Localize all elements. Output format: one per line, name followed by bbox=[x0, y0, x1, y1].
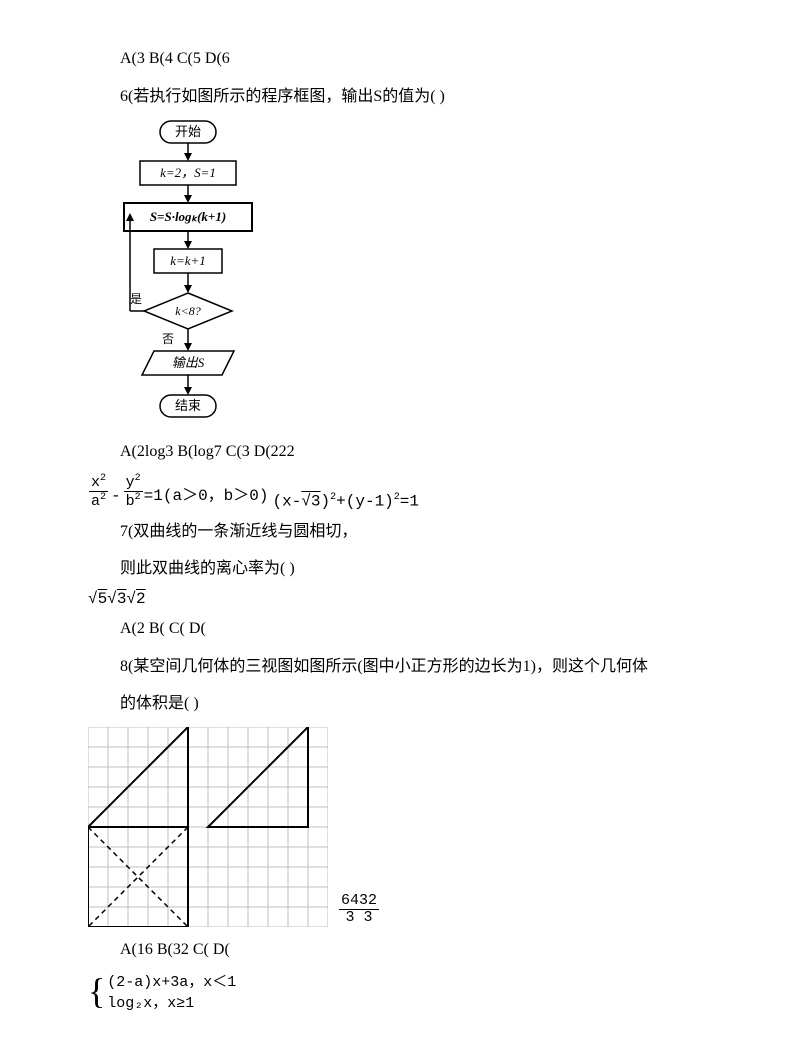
flow-start: 开始 bbox=[175, 124, 201, 139]
flow-no: 否 bbox=[162, 332, 174, 346]
q7-line-a: 7(双曲线的一条渐近线与圆相切， bbox=[0, 513, 800, 551]
q8-options: A(16 B(32 C( D( bbox=[0, 931, 800, 969]
q5-options: A(3 B(4 C(5 D(6 bbox=[0, 40, 800, 78]
three-view-figure: 6432 3 3 bbox=[0, 723, 800, 931]
q8-line-a: 8(某空间几何体的三视图如图所示(图中小正方形的边长为1)，则这个几何体 bbox=[0, 648, 800, 686]
flow-step2: k=k+1 bbox=[170, 253, 206, 268]
flowchart: 开始 k=2，S=1 S=S·logₖ(k+1) k=k+1 k<8? bbox=[0, 115, 800, 433]
flow-end: 结束 bbox=[175, 398, 201, 413]
flow-cond: k<8? bbox=[175, 304, 200, 318]
q7-sqrt-row: √5√3√2 bbox=[0, 588, 800, 610]
q6-text: 6(若执行如图所示的程序框图，输出S的值为( ) bbox=[0, 78, 800, 116]
q8-line-b: 的体积是( ) bbox=[0, 685, 800, 723]
flow-output: 输出S bbox=[172, 355, 205, 370]
q7-line-b: 则此双曲线的离心率为( ) bbox=[0, 550, 800, 588]
piecewise-function: { (2-a)x+3a，x＜1 log₂x，x≥1 bbox=[0, 968, 800, 1014]
q6-options: A(2log3 B(log7 C(3 D(222 bbox=[0, 433, 800, 471]
q8-frac: 6432 3 3 bbox=[339, 893, 379, 927]
flow-init: k=2，S=1 bbox=[160, 165, 216, 180]
q7-options: A(2 B( C( D( bbox=[0, 610, 800, 648]
flow-yes: 是 bbox=[130, 292, 142, 306]
flow-step1: S=S·logₖ(k+1) bbox=[150, 209, 226, 224]
hyperbola-equation: x2 a2 - y2 b2 =1(a＞0，b＞0) (x-√3)2+(y-1)2… bbox=[0, 471, 800, 513]
